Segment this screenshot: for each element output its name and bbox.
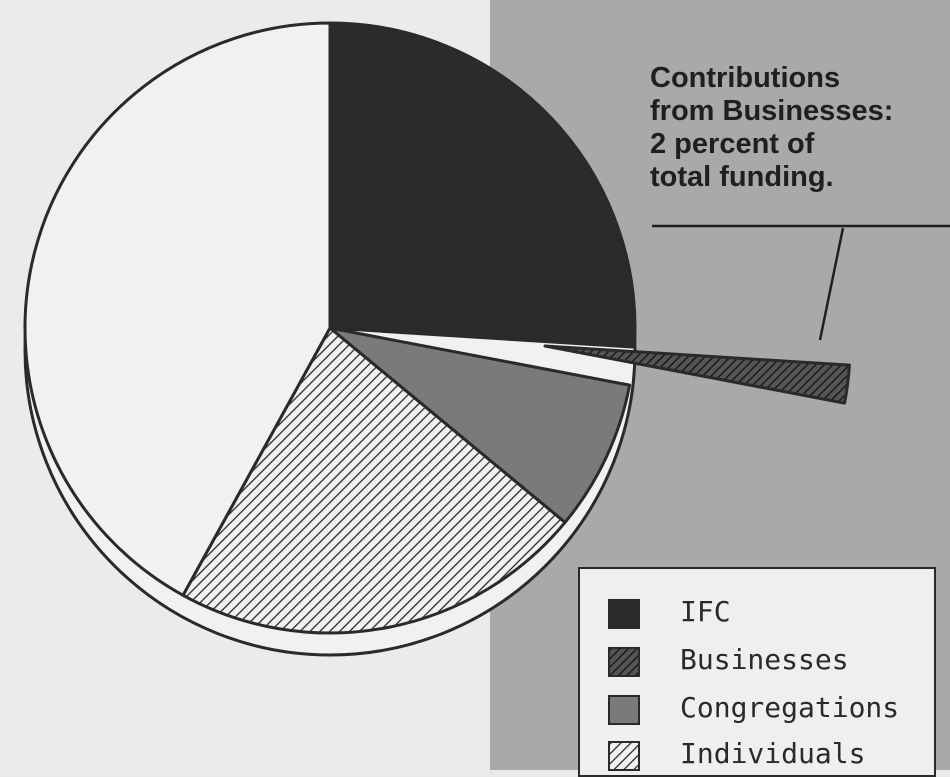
legend-label-congregations: Congregations [680,691,900,724]
pie-slices [23,21,851,635]
callout-line-2: from Businesses: [650,95,894,127]
pie-slice-congregations-slice [328,326,632,524]
legend-label-businesses: Businesses [680,643,849,676]
businesses-callout: Contributions from Businesses: 2 percent… [650,62,950,194]
callout-line-1: Contributions [650,62,841,94]
legend-swatch-ifc [608,599,640,629]
legend-swatch-congregations [608,695,640,725]
pie-slice-individuals-slice [181,326,567,635]
pie-slice-unlabeled-slice [23,21,332,597]
callout-leader-line [818,227,845,341]
legend-swatch-individuals [608,741,640,771]
callout-line-3: 2 percent of [650,128,815,160]
chart-legend: IFC Businesses Congregations Individuals [578,567,936,777]
pie-slice-ifc-slice [328,21,637,349]
legend-swatch-businesses [608,647,640,677]
callout-line-4: total funding. [650,161,834,193]
pie-slice-businesses-slice [543,344,851,405]
legend-label-ifc: IFC [680,595,731,628]
legend-label-individuals: Individuals [680,737,866,770]
